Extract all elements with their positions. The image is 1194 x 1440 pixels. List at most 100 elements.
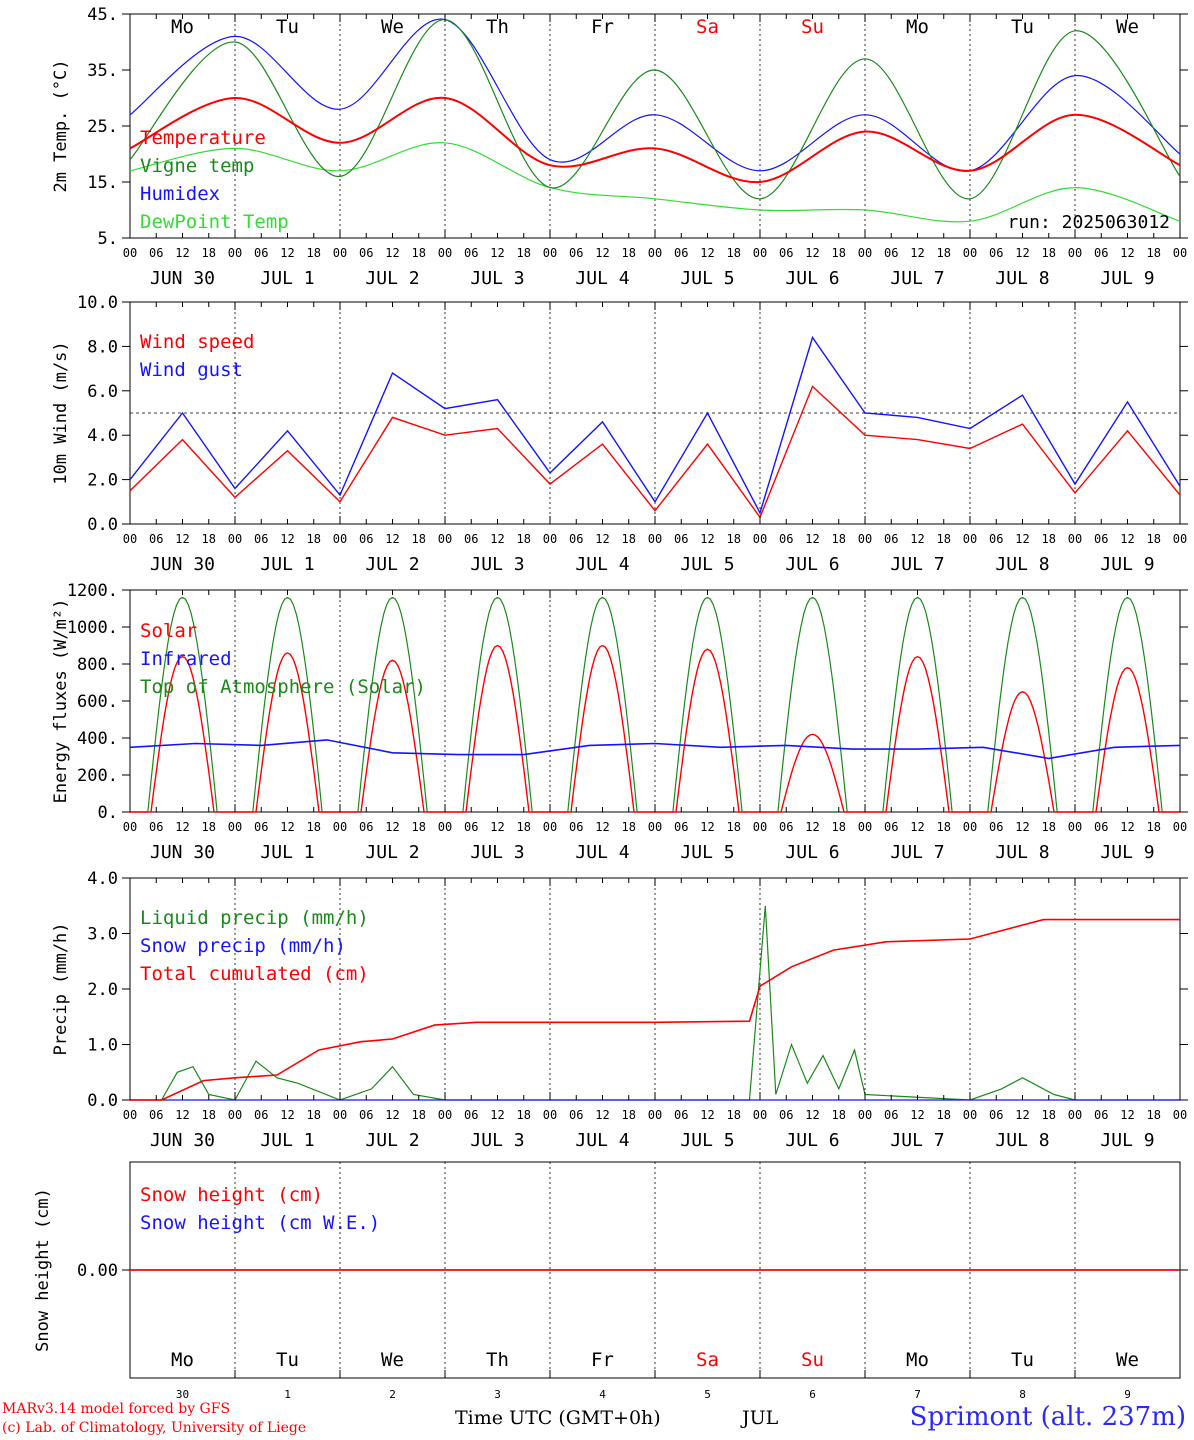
energy-hour-label: 06 [569, 820, 583, 834]
precip-hour-label: 00 [753, 1108, 767, 1122]
wind-date-label: JUL 9 [1100, 554, 1154, 575]
snow-weekday-label: Tu [1011, 1349, 1034, 1371]
temp-hour-label: 00 [123, 246, 137, 260]
precip-hour-label: 12 [1120, 1108, 1134, 1122]
energy-date-label: JUL 8 [995, 842, 1049, 863]
wind-hour-label: 00 [858, 532, 872, 546]
precip-hour-label: 18 [1042, 1108, 1056, 1122]
temp-hour-label: 18 [517, 246, 531, 260]
temp-hour-label: 18 [202, 246, 216, 260]
temp-hour-label: 12 [910, 246, 924, 260]
wind-y-tick-label: 4.0 [87, 426, 118, 446]
precip-hour-label: 18 [727, 1108, 741, 1122]
wind-legend-entry: Wind speed [140, 331, 254, 353]
energy-hour-label: 18 [307, 820, 321, 834]
precip-date-label: JUL 9 [1100, 1130, 1154, 1151]
temp-weekday-label: We [381, 16, 404, 38]
energy-hour-label: 12 [700, 820, 714, 834]
temp-date-label: JUL 2 [365, 268, 419, 289]
energy-hour-label: 00 [1173, 820, 1187, 834]
temp-date-label: JUL 1 [260, 268, 314, 289]
precip-hour-label: 18 [937, 1108, 951, 1122]
wind-hour-label: 18 [832, 532, 846, 546]
month-label: JUL [742, 1407, 779, 1429]
energy-y-tick-label: 200. [77, 766, 118, 786]
snow-weekday-label: We [381, 1349, 404, 1371]
wind-hour-label: 06 [569, 532, 583, 546]
energy-hour-label: 00 [1068, 820, 1082, 834]
temp-date-label: JUN 30 [150, 268, 215, 289]
energy-y-tick-label: 600. [77, 692, 118, 712]
temp-hour-label: 18 [937, 246, 951, 260]
energy-hour-label: 12 [595, 820, 609, 834]
snow-legend-entry: Snow height (cm) [140, 1184, 323, 1206]
precip-hour-label: 06 [254, 1108, 268, 1122]
precip-hour-label: 00 [1068, 1108, 1082, 1122]
wind-hour-label: 18 [937, 532, 951, 546]
temp-hour-label: 00 [1068, 246, 1082, 260]
wind-hour-label: 12 [490, 532, 504, 546]
wind-date-label: JUN 30 [150, 554, 215, 575]
wind-hour-label: 18 [1147, 532, 1161, 546]
energy-date-label: JUL 4 [575, 842, 629, 863]
snow-weekday-label: Sa [696, 1349, 719, 1371]
temp-hour-label: 00 [1173, 246, 1187, 260]
temp-weekday-label: We [1116, 16, 1139, 38]
wind-hour-label: 18 [622, 532, 636, 546]
precip-hour-label: 12 [280, 1108, 294, 1122]
precip-y-tick-label: 3.0 [87, 925, 118, 945]
temp-weekday-label: Fr [591, 16, 614, 38]
precip-hour-label: 06 [674, 1108, 688, 1122]
wind-hour-label: 06 [149, 532, 163, 546]
snow-weekday-label: Tu [276, 1349, 299, 1371]
wind-hour-label: 18 [412, 532, 426, 546]
run-annotation: run: 2025063012 [1007, 212, 1170, 233]
temp-y-tick-label: 35. [87, 61, 118, 81]
energy-hour-label: 06 [1094, 820, 1108, 834]
energy-hour-label: 18 [727, 820, 741, 834]
precip-y-tick-label: 1.0 [87, 1036, 118, 1056]
energy-date-label: JUL 5 [680, 842, 734, 863]
energy-hour-label: 18 [412, 820, 426, 834]
temp-hour-label: 06 [1094, 246, 1108, 260]
energy-hour-label: 00 [123, 820, 137, 834]
wind-hour-label: 12 [1015, 532, 1029, 546]
energy-hour-label: 18 [202, 820, 216, 834]
temp-hour-label: 06 [359, 246, 373, 260]
snow-weekday-label: Th [486, 1349, 509, 1371]
temp-legend-entry: Temperature [140, 127, 266, 149]
energy-date-label: JUL 2 [365, 842, 419, 863]
energy-hour-label: 06 [149, 820, 163, 834]
energy-hour-label: 18 [517, 820, 531, 834]
wind-date-label: JUL 1 [260, 554, 314, 575]
wind-hour-label: 00 [753, 532, 767, 546]
temp-hour-label: 06 [674, 246, 688, 260]
energy-hour-label: 18 [832, 820, 846, 834]
precip-hour-label: 06 [359, 1108, 373, 1122]
temp-y-tick-label: 25. [87, 117, 118, 137]
temp-date-label: JUL 5 [680, 268, 734, 289]
energy-date-label: JUL 3 [470, 842, 524, 863]
temp-hour-label: 06 [779, 246, 793, 260]
wind-legend-entry: Wind gust [140, 359, 243, 381]
snow-day-number: 6 [809, 1388, 816, 1401]
energy-hour-label: 12 [910, 820, 924, 834]
wind-date-label: JUL 3 [470, 554, 524, 575]
energy-date-label: JUL 6 [785, 842, 839, 863]
energy-hour-label: 12 [805, 820, 819, 834]
temp-y-axis-label: 2m Temp. (°C) [51, 59, 71, 192]
precip-hour-label: 12 [595, 1108, 609, 1122]
precip-legend-entry: Total cumulated (cm) [140, 963, 369, 985]
snow-weekday-label: Su [801, 1349, 824, 1371]
energy-hour-label: 00 [228, 820, 242, 834]
precip-hour-label: 00 [963, 1108, 977, 1122]
precip-y-tick-label: 0.0 [87, 1091, 118, 1111]
precip-hour-label: 06 [149, 1108, 163, 1122]
energy-hour-label: 12 [280, 820, 294, 834]
precip-hour-label: 18 [517, 1108, 531, 1122]
energy-hour-label: 00 [333, 820, 347, 834]
lab-credit: (c) Lab. of Climatology, University of L… [2, 1420, 307, 1436]
precip-legend-entry: Liquid precip (mm/h) [140, 907, 369, 929]
precip-hour-label: 00 [1173, 1108, 1187, 1122]
